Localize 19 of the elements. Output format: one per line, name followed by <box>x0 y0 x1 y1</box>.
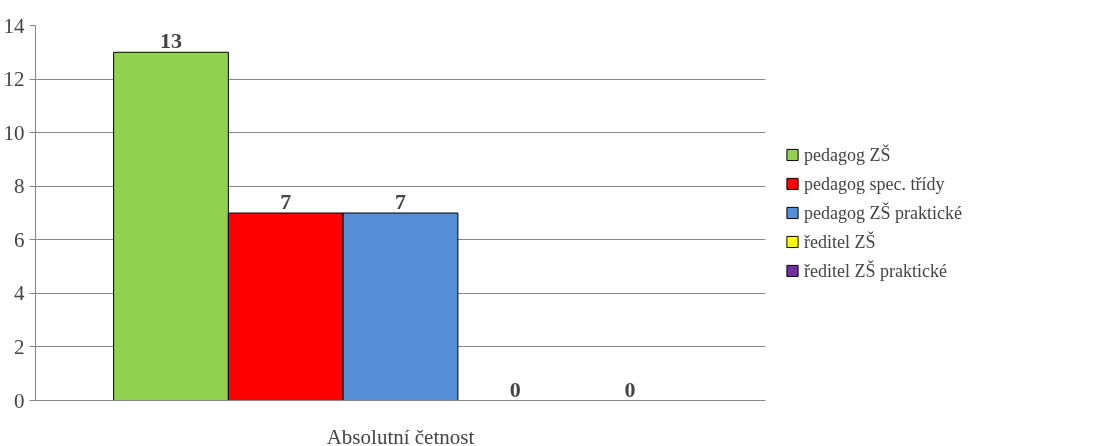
y-tick-label: 10 <box>3 120 25 145</box>
data-label: 7 <box>280 189 292 214</box>
x-tick-label: Absolutní četnost <box>326 424 475 446</box>
y-tick-label: 14 <box>3 13 25 38</box>
y-tick-label: 6 <box>14 227 25 252</box>
y-tick-label: 0 <box>14 388 25 413</box>
legend-label: pedagog ZŠ praktické <box>804 202 962 223</box>
data-label: 0 <box>509 376 521 402</box>
y-tick-label: 4 <box>14 281 25 306</box>
y-tick-label: 2 <box>14 334 25 359</box>
data-label: 13 <box>159 28 182 54</box>
legend-label: ředitel ZŠ praktické <box>804 260 947 281</box>
legend-label: ředitel ZŠ <box>804 231 876 252</box>
legend-label: pedagog spec. třídy <box>804 173 945 194</box>
data-label: 0 <box>624 376 636 402</box>
data-label: 7 <box>395 189 406 214</box>
y-tick-label: 12 <box>3 67 25 92</box>
legend-label: pedagog ZŠ <box>804 144 891 165</box>
y-tick-label: 8 <box>14 174 25 199</box>
